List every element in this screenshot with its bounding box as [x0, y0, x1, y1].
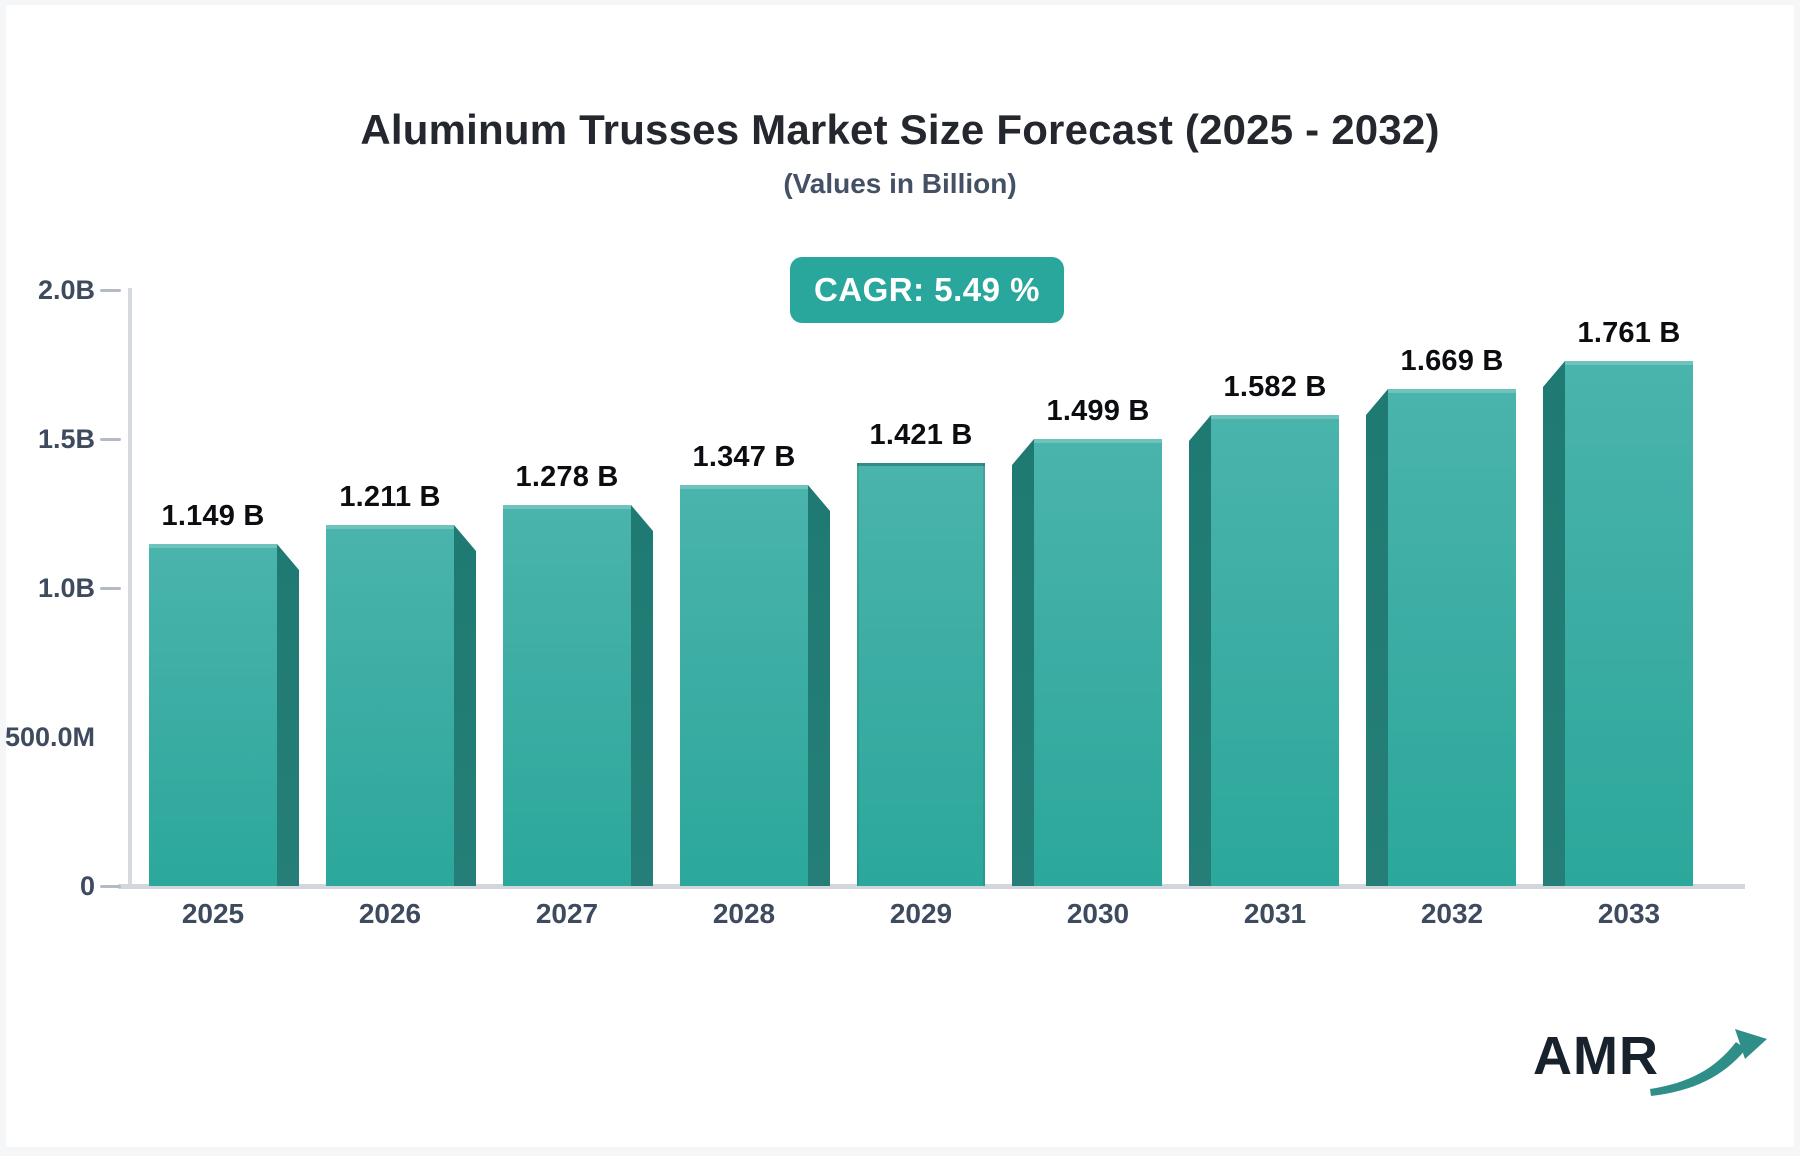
bar-3d-side [1012, 439, 1034, 886]
bar-3d-side [277, 544, 299, 886]
bar-value-label: 1.761 B [1577, 317, 1681, 349]
bar-value-label: 1.421 B [869, 419, 973, 451]
y-tick-label: 1.0B [37, 573, 95, 603]
bar-2025[interactable] [149, 544, 277, 886]
bar-2030[interactable] [1034, 439, 1162, 886]
brand-logo: AMR [1533, 1026, 1769, 1113]
bar-value-label: 1.211 B [339, 481, 441, 513]
bar-value-label: 1.669 B [1400, 345, 1504, 377]
bar-value-label: 1.582 B [1223, 371, 1327, 403]
bar-top-highlight [1034, 439, 1162, 443]
bar-top-highlight [680, 485, 808, 489]
x-tick-label: 2027 [535, 898, 599, 929]
bar-top-highlight [149, 544, 277, 548]
x-tick-label: 2028 [712, 898, 776, 929]
bar-2032[interactable] [1388, 389, 1516, 886]
bar-top-highlight [326, 525, 454, 529]
chart-title: Aluminum Trusses Market Size Forecast (2… [360, 106, 1440, 153]
y-tick-label: 1.5B [37, 424, 95, 454]
x-tick-label: 2032 [1420, 898, 1484, 929]
y-tick-mark [100, 289, 121, 292]
brand-logo-text: AMR [1533, 1026, 1659, 1086]
bar-3d-side [1543, 361, 1565, 886]
bar-top-highlight [1565, 361, 1693, 365]
y-tick-label: 500.0M [4, 722, 95, 752]
bar-top-highlight [1388, 389, 1516, 393]
x-tick-label: 2030 [1066, 898, 1130, 929]
bar-top-highlight [503, 505, 631, 509]
bar-value-label: 1.347 B [692, 441, 796, 473]
x-tick-label: 2025 [181, 898, 245, 929]
bar-value-label: 1.149 B [161, 500, 265, 532]
cagr-badge: CAGR: 5.49 % [790, 257, 1064, 323]
y-tick-mark [100, 587, 121, 590]
bar-top-highlight [857, 463, 985, 467]
growth-arrow-icon [1649, 1028, 1769, 1113]
bar-value-label: 1.278 B [515, 461, 619, 493]
x-tick-label: 2026 [358, 898, 422, 929]
y-tick-mark [100, 885, 121, 888]
x-tick-label: 2029 [889, 898, 953, 929]
y-axis-line [128, 288, 132, 889]
bar-2033[interactable] [1565, 361, 1693, 886]
bar-2027[interactable] [503, 505, 631, 886]
x-axis-line [118, 884, 1745, 889]
bar-3d-side [808, 485, 830, 886]
bar-2031[interactable] [1211, 415, 1339, 886]
bar-value-label: 1.499 B [1046, 395, 1150, 427]
bar-3d-side [1366, 389, 1388, 886]
x-tick-label: 2031 [1243, 898, 1307, 929]
chart-subtitle: (Values in Billion) [783, 168, 1017, 199]
y-tick-label: 0 [79, 871, 95, 901]
bar-top-highlight [1211, 415, 1339, 419]
bar-3d-side [454, 525, 476, 886]
bar-3d-side [1189, 415, 1211, 886]
bar-3d-side [631, 505, 653, 886]
y-tick-label: 2.0B [37, 275, 95, 305]
bar-2028[interactable] [680, 485, 808, 886]
bar-2026[interactable] [326, 525, 454, 886]
y-tick-mark [100, 438, 121, 441]
x-tick-label: 2033 [1597, 898, 1661, 929]
bar-2029[interactable] [857, 463, 985, 886]
